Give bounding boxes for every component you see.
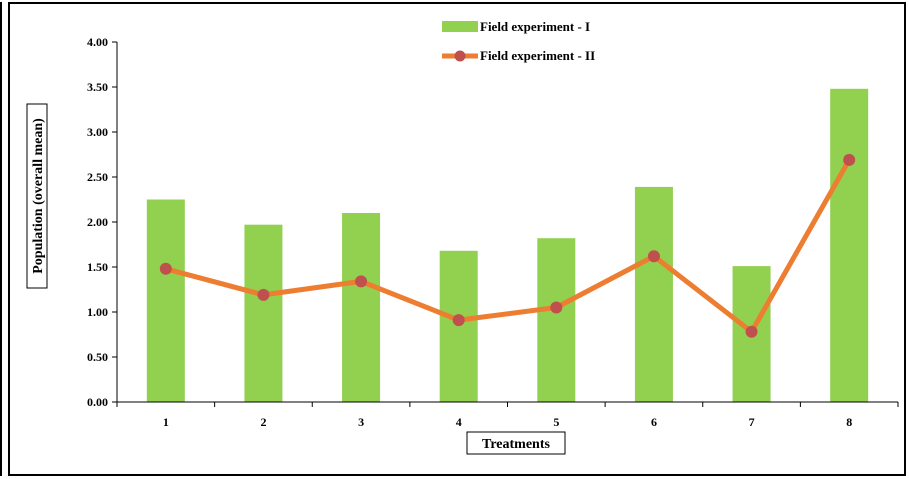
x-tick-label: 1 <box>163 415 169 429</box>
y-tick-label: 3.00 <box>87 125 108 139</box>
x-tick-label: 2 <box>260 415 266 429</box>
legend: Field experiment - I Field experiment - … <box>442 19 595 63</box>
point-6 <box>647 250 660 263</box>
x-axis-title-group: Treatments <box>466 431 566 455</box>
point-2 <box>257 288 270 301</box>
chart-svg: 0.00 0.50 1.00 1.50 2.00 2.50 3.00 3.50 4.00 1 2 3… <box>26 19 899 455</box>
y-axis-title-group: Population (overall mean) <box>26 103 48 289</box>
y-axis: 0.00 0.50 1.00 1.50 2.00 2.50 3.00 3.50 4.00 <box>87 35 118 409</box>
bar-2 <box>244 224 283 402</box>
y-tick-label: 3.50 <box>87 80 108 94</box>
legend-label-series-1: Field experiment - I <box>480 19 590 34</box>
plot-area <box>146 88 869 403</box>
point-7 <box>745 325 758 338</box>
point-5 <box>550 301 563 314</box>
bar-6 <box>634 186 673 402</box>
x-axis-title: Treatments <box>482 437 550 452</box>
legend-swatch-marker <box>454 50 466 62</box>
x-axis-title-box <box>466 431 566 455</box>
y-tick-label: 0.00 <box>87 395 108 409</box>
bar-5 <box>537 238 576 402</box>
x-tick-label: 3 <box>358 415 364 429</box>
x-tick-label: 7 <box>749 415 755 429</box>
y-axis-title-box <box>26 103 48 289</box>
point-8 <box>843 153 856 166</box>
x-tick-label: 8 <box>846 415 852 429</box>
x-tick-label: 5 <box>553 415 559 429</box>
y-tick-label: 2.00 <box>87 215 108 229</box>
y-tick-label: 1.00 <box>87 305 108 319</box>
bar-8 <box>830 88 869 403</box>
y-tick-label: 2.50 <box>87 170 108 184</box>
y-tick-label: 4.00 <box>87 35 108 49</box>
left-border-line <box>0 2 2 476</box>
bar-1 <box>146 199 185 402</box>
line-series-2 <box>165 158 852 335</box>
bar-4 <box>439 250 478 402</box>
y-axis-title: Population (overall mean) <box>31 118 46 274</box>
bar-3 <box>342 213 381 402</box>
x-axis: 1 2 3 4 5 6 7 8 <box>116 401 899 429</box>
x-tick-label: 6 <box>651 415 657 429</box>
point-3 <box>355 275 368 288</box>
x-tick-label: 4 <box>456 415 462 429</box>
point-1 <box>159 262 172 275</box>
legend-label-series-2: Field experiment - II <box>480 48 595 63</box>
y-tick-label: 1.50 <box>87 260 108 274</box>
chart-frame: 0.00 0.50 1.00 1.50 2.00 2.50 3.00 3.50 4.00 1 2 3… <box>8 2 906 476</box>
point-4 <box>452 314 465 327</box>
y-tick-label: 0.50 <box>87 350 108 364</box>
legend-swatch-bar <box>442 21 478 32</box>
